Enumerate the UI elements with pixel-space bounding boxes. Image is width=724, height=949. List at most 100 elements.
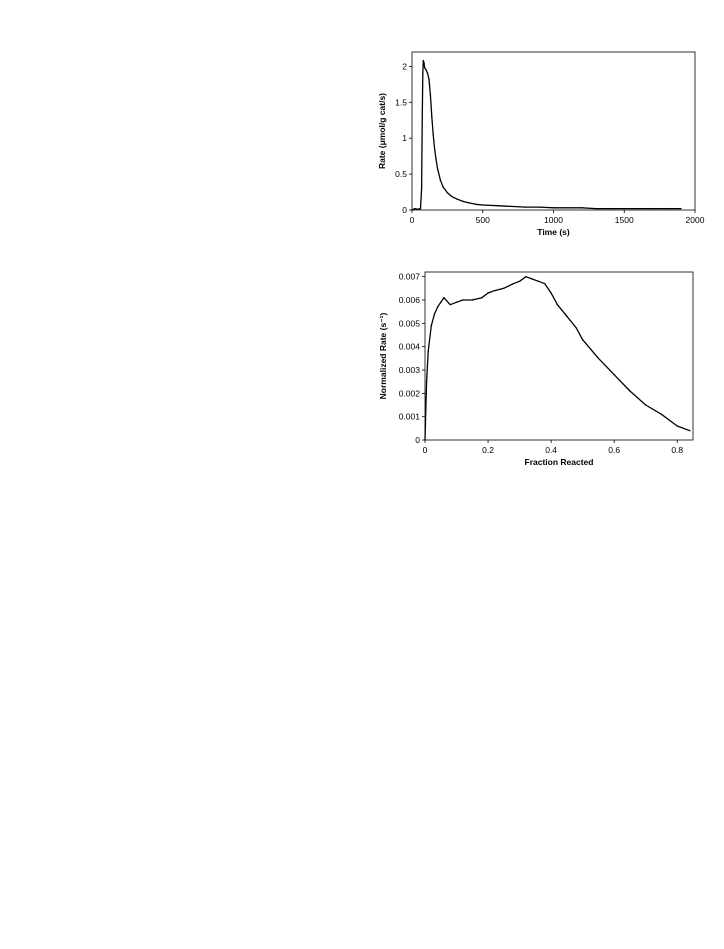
data-point [423,62,425,64]
y-tick-label: 0.006 [399,295,421,305]
data-point [556,303,559,306]
x-tick-label: 0.6 [608,445,620,455]
data-point [637,207,640,210]
data-point [450,195,453,198]
data-point [531,278,533,280]
data-point [462,200,464,203]
data-point [512,282,514,285]
data-point [421,123,423,125]
data-point [446,192,449,194]
data-point [510,205,512,208]
data-point [435,159,437,161]
y-tick-label: 0.001 [399,412,421,422]
data-point [629,390,631,392]
data-point [432,133,434,136]
data-point [493,289,496,292]
x-tick-label: 0 [410,215,415,225]
data-point [440,301,442,304]
y-tick-label: 1.5 [395,97,407,107]
x-tick-label: 500 [476,215,490,225]
data-point [623,207,625,210]
data-point [455,301,458,304]
data-point [422,72,424,75]
data-point [436,306,439,308]
data-point [474,203,477,205]
y-tick-label: 0.007 [399,272,421,282]
x-tick-label: 0.2 [482,445,494,455]
data-point [518,280,521,283]
x-axis-label: Fraction Reacted [525,457,594,467]
data-point [651,207,654,210]
data-point [481,296,483,299]
data-point [430,324,433,327]
y-tick-label: 0.5 [395,169,407,179]
data-point [433,148,436,150]
data-point [424,439,426,441]
series-line [424,276,691,441]
x-tick-label: 0.4 [545,445,557,455]
data-point [433,313,436,315]
data-point [552,207,555,209]
data-point [609,207,611,210]
y-tick-label: 0.004 [399,342,421,352]
x-tick-label: 1000 [544,215,563,225]
data-point [420,187,423,190]
data-point [419,207,422,210]
x-tick-label: 2000 [686,215,705,225]
normalized-rate-vs-fraction-chart: 0 0.2 0.4 0.6 0.8 0 0.001 0.002 0.003 0.004 0.005 0… [378,271,694,467]
x-tick-label: 1500 [615,215,634,225]
data-point [427,350,429,353]
series-line [411,59,681,211]
data-point [456,198,458,200]
data-point [581,207,583,209]
y-tick-label: 2 [402,61,407,71]
data-point [487,292,489,294]
data-point [462,299,464,301]
data-point [411,209,413,211]
data-point [680,207,682,210]
data-point [544,282,546,285]
x-tick-label: 0.8 [671,445,683,455]
data-point [425,380,428,383]
data-point [660,413,663,416]
data-point [503,287,505,290]
data-point [566,315,568,318]
data-point [496,204,498,207]
data-point [471,299,473,301]
data-point [482,204,484,206]
x-axis-label: Time (s) [537,227,570,237]
y-tick-label: 0 [415,435,420,445]
rate-vs-time-chart: 0 500 1000 1500 2000 0 0.5 1 1.5 2 Time (s) Rate (μ… [377,51,705,237]
data-point [416,208,419,210]
data-point [613,373,615,376]
y-tick-label: 0.003 [399,365,421,375]
y-tick-label: 0.002 [399,388,421,398]
data-point [424,67,426,69]
data-point [537,280,540,283]
data-point [524,206,526,208]
y-axis-label: Normalized Rate (s⁻¹) [378,312,388,399]
data-point [426,72,429,75]
data-point [436,167,439,170]
data-point [431,115,433,118]
data-point [645,404,647,406]
plot-frame [411,51,696,211]
data-point [676,425,678,427]
data-point [689,429,691,432]
data-point [414,207,416,210]
data-point [467,202,470,204]
x-tick-label: 0 [423,445,428,455]
data-point [538,206,541,208]
data-point [597,357,600,360]
data-point [439,179,441,181]
data-point [550,292,552,294]
data-point [581,338,584,341]
data-point [442,186,444,188]
y-tick-label: 0.005 [399,318,421,328]
data-point [449,303,451,306]
data-point [443,296,445,299]
data-point [566,207,569,209]
y-tick-label: 1 [402,133,407,143]
data-point [666,207,668,210]
data-point [429,94,432,96]
